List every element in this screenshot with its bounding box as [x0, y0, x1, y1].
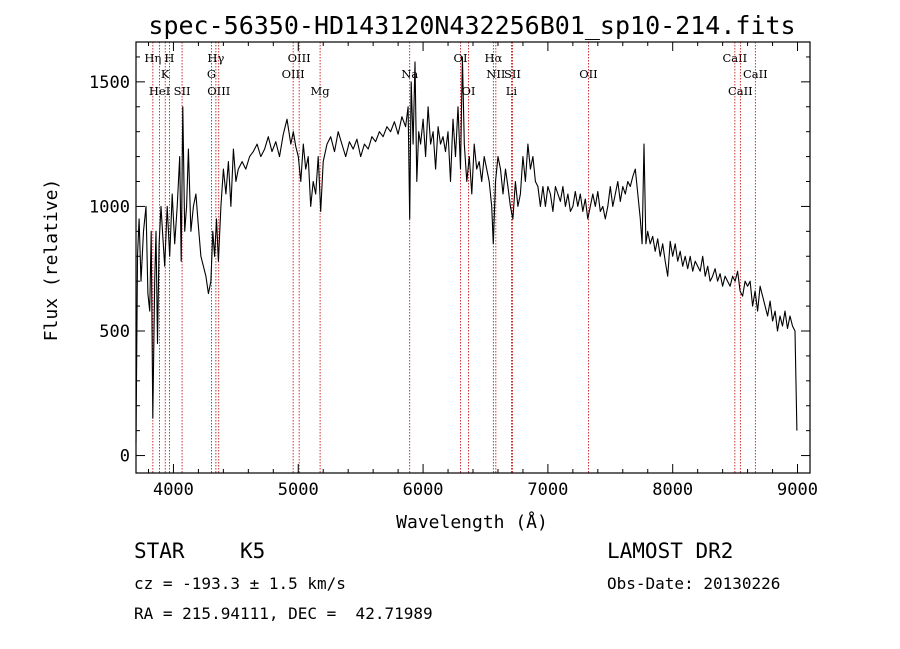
x-tick-label: 4000 [153, 480, 194, 500]
y-tick-label: 1500 [89, 73, 130, 93]
line-marker-label: Li [506, 84, 518, 98]
x-axis-ticks: 4000 5000 6000 7000 8000 9000 [147, 42, 818, 500]
x-tick-label: 8000 [652, 480, 693, 500]
line-marker-label: OIII [282, 67, 305, 81]
line-marker-label: Hγ [207, 51, 224, 65]
spectrum-chart: spec-56350-HD143120N432256B01_sp10-214.f… [41, 11, 818, 533]
chart-title: spec-56350-HD143120N432256B01_sp10-214.f… [148, 11, 795, 40]
coordinates-text: RA = 215.94111, DEC = 42.71989 [134, 604, 433, 623]
line-marker-label: OI [462, 84, 476, 98]
line-marker-label: OIII [207, 84, 230, 98]
line-marker-label: K [161, 67, 170, 81]
y-axis-label: Flux (relative) [41, 179, 62, 342]
obs-date-text: Obs-Date: 20130226 [607, 574, 781, 593]
x-tick-label: 5000 [278, 480, 319, 500]
y-tick-label: 500 [99, 322, 130, 342]
x-tick-label: 7000 [527, 480, 568, 500]
object-class: STAR [134, 539, 185, 563]
line-marker-label: CaII [728, 84, 753, 98]
line-marker-label: SII [174, 84, 191, 98]
y-tick-label: 1000 [89, 197, 130, 217]
line-marker-label: Hη [144, 51, 161, 65]
line-marker-label: Mg [311, 84, 331, 98]
redshift-text: cz = -193.3 ± 1.5 km/s [134, 574, 346, 593]
survey-name: LAMOST DR2 [607, 539, 734, 563]
line-marker-label: Hα [484, 51, 502, 65]
line-marker-label: SII [504, 67, 521, 81]
line-marker-label: OI [454, 51, 468, 65]
spectrum-line [135, 56, 798, 444]
line-marker-label: OII [579, 67, 598, 81]
x-tick-label: 6000 [403, 480, 444, 500]
object-subclass: K5 [240, 539, 266, 563]
line-marker-label: H [164, 51, 174, 65]
y-tick-label: 0 [120, 447, 130, 467]
line-marker-label: HeI [149, 84, 170, 98]
x-axis-label: Wavelength (Å) [396, 511, 548, 533]
line-marker-label: OIII [288, 51, 311, 65]
line-marker-label: Na [401, 67, 418, 81]
y-axis-ticks: 0 500 1000 1500 [89, 56, 810, 467]
line-marker-label: G [207, 67, 216, 81]
line-marker-label: NII [486, 67, 505, 81]
plot-frame [135, 41, 811, 474]
line-marker-label: CaII [722, 51, 747, 65]
line-marker-label: CaII [743, 67, 768, 81]
spectrum-series [135, 56, 798, 444]
x-tick-label: 9000 [777, 480, 818, 500]
